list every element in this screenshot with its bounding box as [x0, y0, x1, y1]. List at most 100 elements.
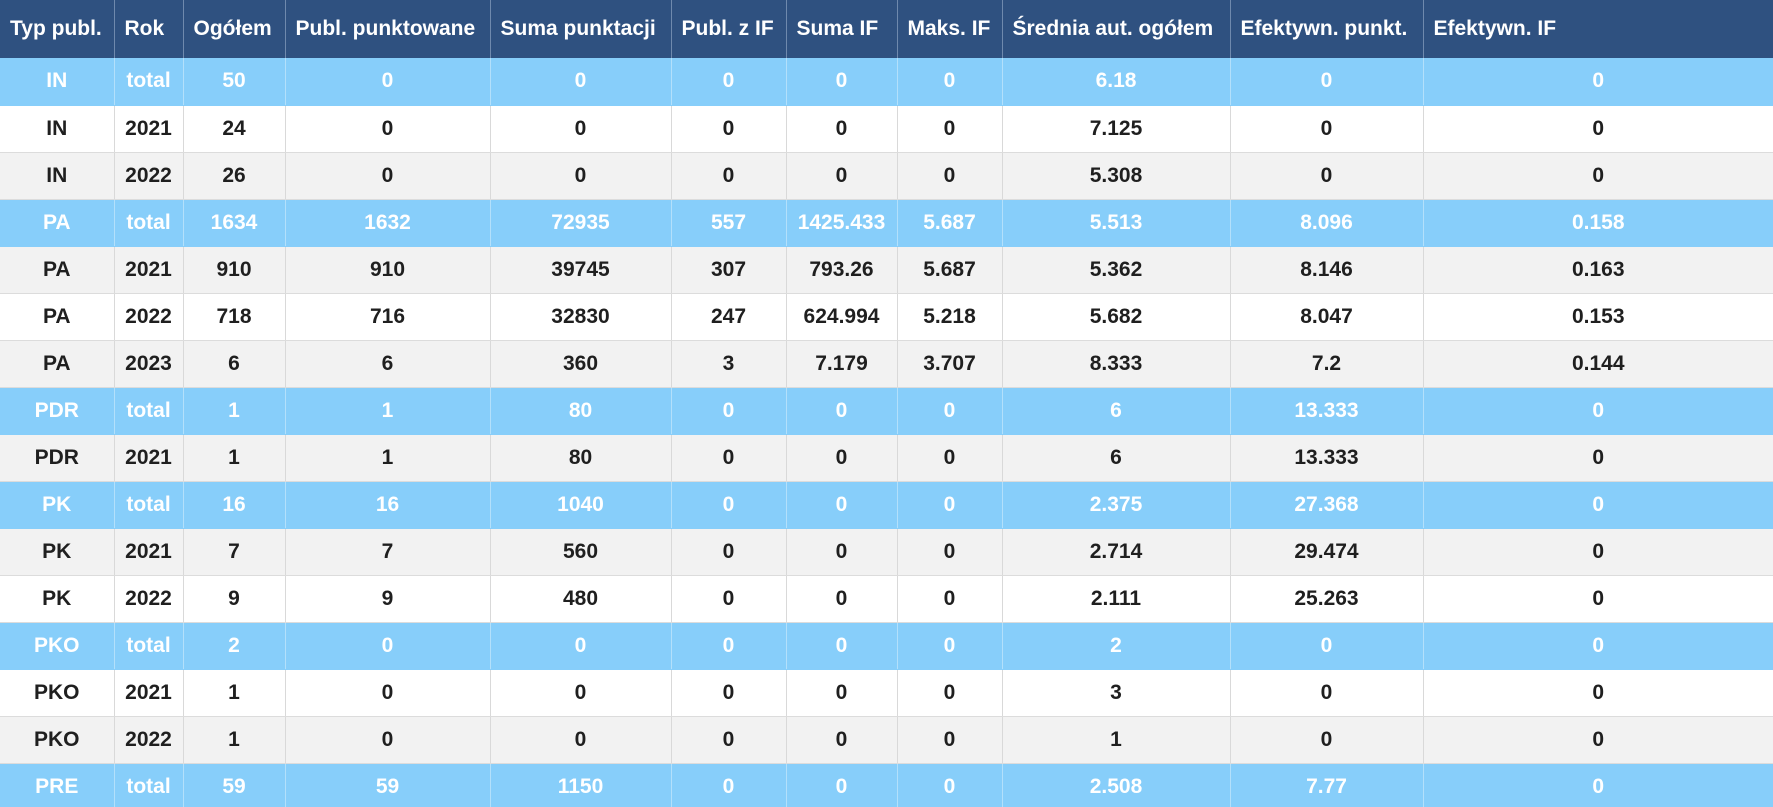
table-cell: 2021 [114, 528, 184, 576]
table-cell: 59 [183, 763, 286, 807]
table-cell: total [114, 199, 184, 247]
table-cell: PDR [0, 434, 115, 482]
table-cell: 0 [1230, 58, 1424, 106]
table-cell: 0 [897, 763, 1003, 807]
table-row-total: PRE total 59 59 1150 0 0 0 2.508 7.77 0 [0, 763, 1773, 807]
table-row-total: IN total 50 0 0 0 0 0 6.18 0 0 [0, 58, 1773, 106]
table-cell: 0 [1230, 622, 1424, 670]
table-cell: 0 [786, 716, 898, 764]
column-header[interactable]: Typ publ. [0, 0, 115, 58]
table-cell: 9 [183, 575, 286, 623]
table-cell: 0.158 [1423, 199, 1773, 247]
table-cell: 0 [1423, 669, 1773, 717]
table-cell: 0 [671, 481, 787, 529]
table-cell: 0 [490, 152, 672, 200]
table-cell: 5.687 [897, 246, 1003, 294]
table-cell: 0 [285, 622, 491, 670]
table-cell: 0 [1423, 575, 1773, 623]
table-cell: 2021 [114, 434, 184, 482]
table-cell: 0 [786, 152, 898, 200]
table-cell: 5.687 [897, 199, 1003, 247]
column-header[interactable]: Publ. z IF [671, 0, 787, 58]
table-cell: PRE [0, 763, 115, 807]
table-cell: 2021 [114, 669, 184, 717]
table-cell: 0 [285, 669, 491, 717]
column-header[interactable]: Maks. IF [897, 0, 1003, 58]
table-cell: 1 [183, 434, 286, 482]
table-cell: 0 [671, 152, 787, 200]
table-cell: 1040 [490, 481, 672, 529]
table-cell: 0 [285, 152, 491, 200]
table-cell: 3 [671, 340, 787, 388]
table-cell: 16 [183, 481, 286, 529]
table-cell: 6 [1002, 387, 1231, 435]
table-cell: 32830 [490, 293, 672, 341]
table-cell: 0 [1230, 716, 1424, 764]
table-cell: 0 [671, 58, 787, 106]
table-cell: IN [0, 152, 115, 200]
table-cell: total [114, 622, 184, 670]
column-header[interactable]: Rok [114, 0, 184, 58]
table-cell: 716 [285, 293, 491, 341]
column-header[interactable]: Efektywn. IF [1423, 0, 1773, 58]
table-cell: 7.77 [1230, 763, 1424, 807]
column-header[interactable]: Ogółem [183, 0, 286, 58]
table-cell: 1425.433 [786, 199, 898, 247]
table-row: PK 2022 9 9 480 0 0 0 2.111 25.263 0 [0, 575, 1773, 623]
table-cell: IN [0, 58, 115, 106]
column-header[interactable]: Suma IF [786, 0, 898, 58]
table-cell: 1 [1002, 716, 1231, 764]
table-cell: 0 [671, 622, 787, 670]
table-cell: 9 [285, 575, 491, 623]
table-cell: 50 [183, 58, 286, 106]
table-cell: PA [0, 340, 115, 388]
table-cell: 0 [671, 716, 787, 764]
table-cell: PA [0, 199, 115, 247]
table-cell: 7 [285, 528, 491, 576]
table-cell: 2022 [114, 293, 184, 341]
table-cell: 7.179 [786, 340, 898, 388]
table-row: PA 2023 6 6 360 3 7.179 3.707 8.333 7.2 0.144 [0, 340, 1773, 388]
table-cell: 0 [1230, 152, 1424, 200]
table-cell: 7 [183, 528, 286, 576]
table-cell: 0 [786, 434, 898, 482]
table-row: PK 2021 7 7 560 0 0 0 2.714 29.474 0 [0, 528, 1773, 576]
table-cell: 24 [183, 105, 286, 153]
table-cell: 0 [1423, 58, 1773, 106]
table-cell: 80 [490, 387, 672, 435]
table-cell: 0 [897, 152, 1003, 200]
table-cell: 5.682 [1002, 293, 1231, 341]
table-cell: 0 [1423, 716, 1773, 764]
table-cell: 1 [285, 387, 491, 435]
table-cell: 0 [897, 58, 1003, 106]
column-header[interactable]: Publ. punktowane [285, 0, 491, 58]
table-cell: 307 [671, 246, 787, 294]
table-cell: 5.513 [1002, 199, 1231, 247]
table-cell: 2 [1002, 622, 1231, 670]
table-cell: 910 [183, 246, 286, 294]
table-cell: PKO [0, 716, 115, 764]
table-row-total: PK total 16 16 1040 0 0 0 2.375 27.368 0 [0, 481, 1773, 529]
table-cell: 39745 [490, 246, 672, 294]
table-cell: PK [0, 481, 115, 529]
table-cell: 624.994 [786, 293, 898, 341]
table-cell: 13.333 [1230, 387, 1424, 435]
table-cell: 0 [490, 669, 672, 717]
table-cell: 0 [897, 387, 1003, 435]
table-cell: 8.333 [1002, 340, 1231, 388]
column-header[interactable]: Średnia aut. ogółem [1002, 0, 1231, 58]
table-row: PKO 2021 1 0 0 0 0 0 3 0 0 [0, 669, 1773, 717]
table-cell: 5.362 [1002, 246, 1231, 294]
table-row: PDR 2021 1 1 80 0 0 0 6 13.333 0 [0, 434, 1773, 482]
table-row: PA 2022 718 716 32830 247 624.994 5.218 5.682 8.0… [0, 293, 1773, 341]
table-cell: total [114, 387, 184, 435]
table-cell: 25.263 [1230, 575, 1424, 623]
table-cell: 557 [671, 199, 787, 247]
table-cell: PA [0, 293, 115, 341]
table-cell: 2022 [114, 575, 184, 623]
table-cell: 8.047 [1230, 293, 1424, 341]
column-header[interactable]: Efektywn. punkt. [1230, 0, 1424, 58]
column-header[interactable]: Suma punktacji [490, 0, 672, 58]
table-cell: 0 [786, 387, 898, 435]
table-body: IN total 50 0 0 0 0 0 6.18 0 0 IN 2021 24 0 0 0 0 0 7.125 0 0… [0, 58, 1773, 807]
